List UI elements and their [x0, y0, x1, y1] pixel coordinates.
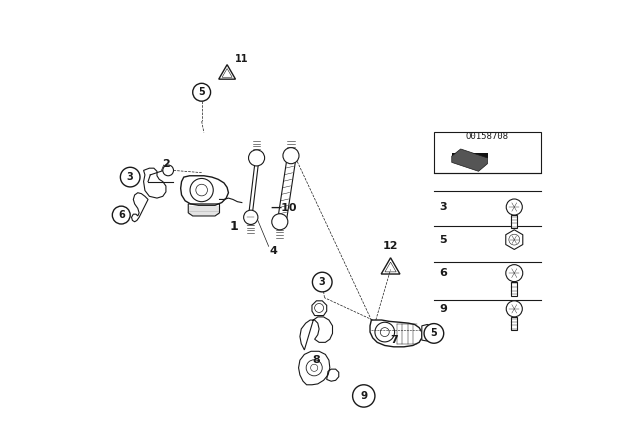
Text: —10: —10 — [271, 203, 298, 213]
Text: 7: 7 — [390, 335, 397, 345]
Text: 9: 9 — [360, 391, 367, 401]
Text: O0158708: O0158708 — [466, 133, 509, 142]
Circle shape — [506, 301, 522, 317]
Circle shape — [248, 150, 264, 166]
Text: 5: 5 — [431, 328, 437, 338]
Polygon shape — [422, 324, 431, 341]
Text: 3: 3 — [127, 172, 134, 182]
Circle shape — [163, 165, 173, 176]
Circle shape — [193, 83, 211, 101]
Circle shape — [244, 210, 258, 224]
Polygon shape — [506, 230, 523, 250]
Text: 11: 11 — [235, 54, 249, 64]
FancyBboxPatch shape — [511, 282, 517, 296]
Text: 4: 4 — [269, 246, 277, 256]
Text: 9: 9 — [439, 304, 447, 314]
Text: 2: 2 — [162, 159, 170, 169]
Circle shape — [272, 214, 288, 230]
Text: 6: 6 — [118, 210, 125, 220]
Text: 3: 3 — [319, 277, 326, 287]
Text: 8: 8 — [312, 355, 320, 365]
Polygon shape — [248, 164, 259, 216]
Text: 3: 3 — [439, 202, 447, 212]
FancyBboxPatch shape — [511, 317, 517, 330]
FancyBboxPatch shape — [511, 215, 517, 228]
Circle shape — [312, 272, 332, 292]
Text: 1: 1 — [230, 220, 239, 233]
Circle shape — [113, 206, 130, 224]
Circle shape — [424, 323, 444, 343]
FancyBboxPatch shape — [452, 153, 488, 158]
Circle shape — [283, 148, 299, 164]
Polygon shape — [278, 161, 296, 220]
Circle shape — [120, 167, 140, 187]
Circle shape — [506, 265, 523, 282]
Text: 5: 5 — [198, 87, 205, 97]
Text: 12: 12 — [383, 241, 398, 251]
Text: 6: 6 — [439, 268, 447, 278]
Circle shape — [506, 199, 522, 215]
Text: 5: 5 — [439, 235, 447, 245]
Circle shape — [353, 385, 375, 407]
Polygon shape — [452, 149, 488, 171]
